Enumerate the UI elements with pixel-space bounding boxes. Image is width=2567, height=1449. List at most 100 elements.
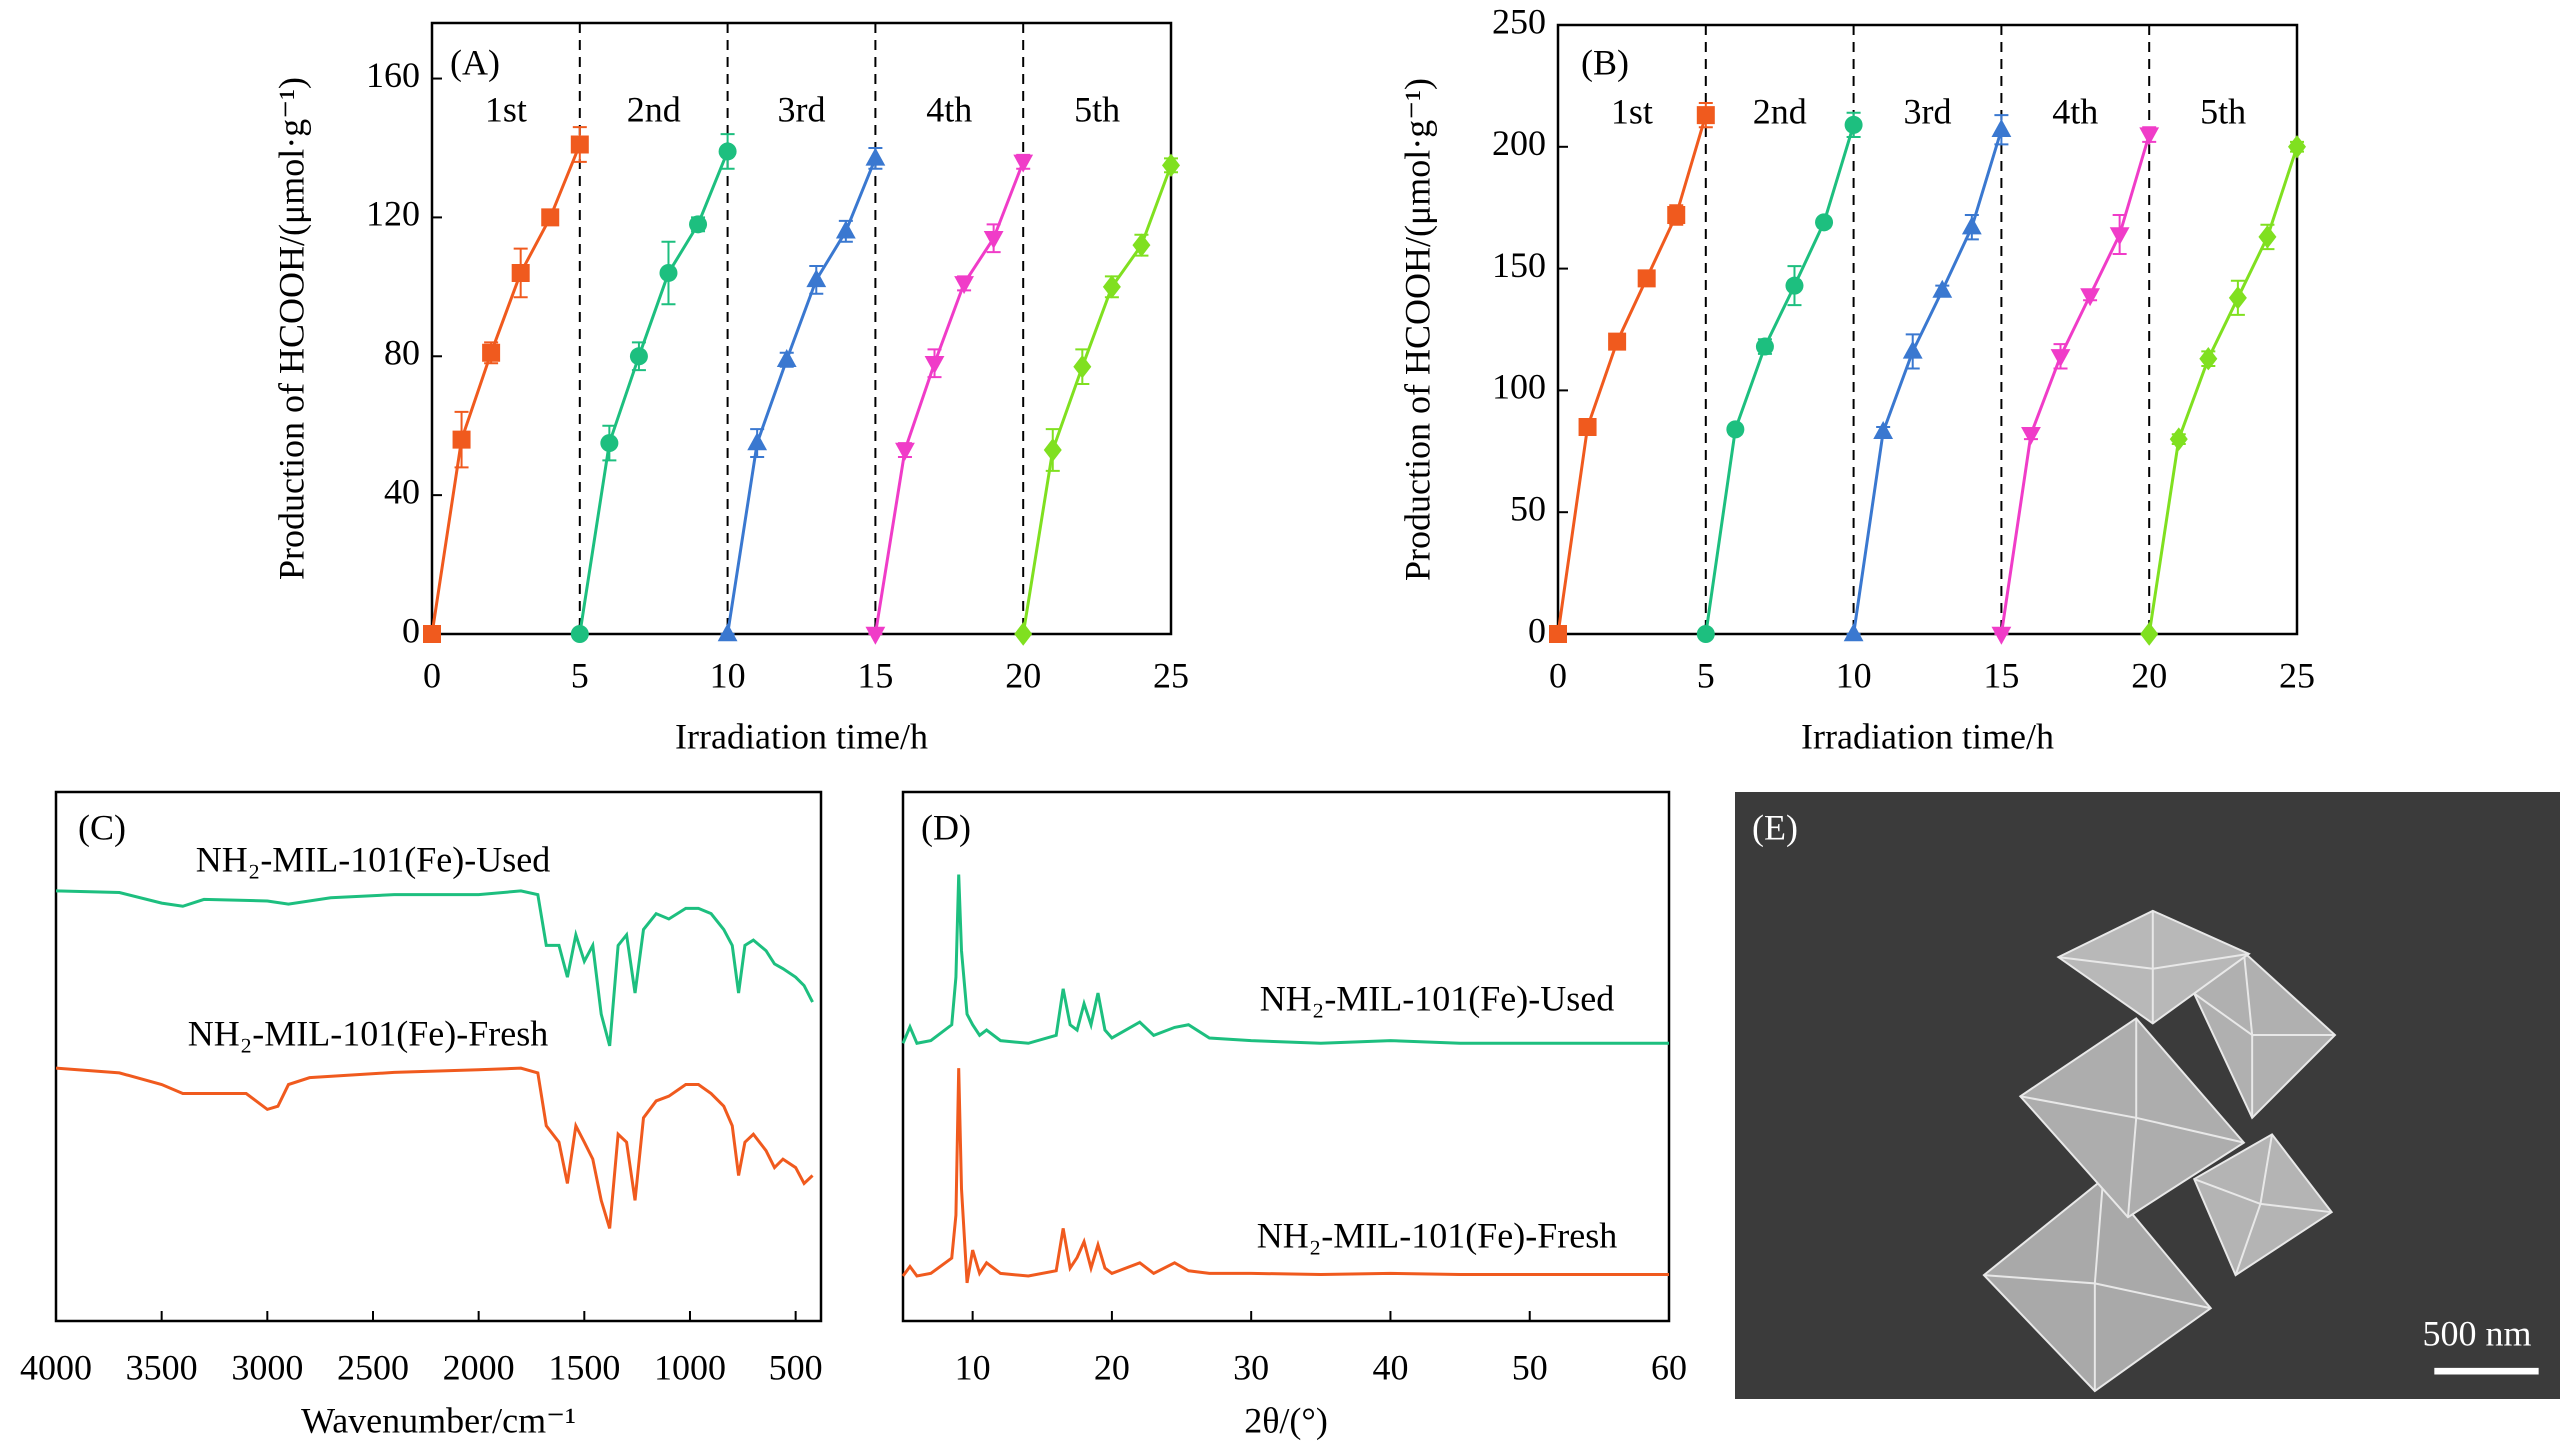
- crystal-edge: [2020, 1018, 2245, 1218]
- series-line: [430, 143, 582, 635]
- x-tick-label: 1500: [548, 1347, 620, 1387]
- x-tick-label: 1000: [654, 1347, 726, 1387]
- marker: [2109, 227, 2130, 246]
- crystal-edge: [2193, 952, 2335, 1118]
- marker: [924, 356, 945, 375]
- series-label: NH₂-MIL-101(Fe)-Fresh: [188, 1013, 548, 1053]
- x-tick-label: 3000: [231, 1347, 303, 1387]
- marker: [1637, 269, 1656, 288]
- x-tick-label: 60: [1651, 1347, 1687, 1387]
- cycle-label: 2nd: [1753, 91, 1807, 131]
- x-tick-label: 20: [1094, 1347, 1130, 1387]
- x-tick-label: 40: [1372, 1347, 1408, 1387]
- cycle-label: 5th: [1074, 89, 1120, 129]
- marker: [806, 269, 827, 288]
- series-label: NH₂-MIL-101(Fe)-Fresh: [1257, 1215, 1617, 1255]
- y-tick-label: 120: [366, 194, 420, 234]
- marker: [1755, 337, 1774, 356]
- scale-bar-label: 500 nm: [2422, 1313, 2531, 1353]
- y-tick-label: 200: [1492, 123, 1546, 163]
- x-axis-label: Irradiation time/h: [675, 716, 928, 756]
- marker: [717, 623, 738, 642]
- marker: [600, 434, 619, 453]
- y-tick-label: 40: [384, 471, 420, 511]
- y-tick-label: 150: [1492, 245, 1546, 285]
- series-line: [901, 874, 1669, 1045]
- marker: [2050, 349, 2071, 368]
- marker: [1549, 625, 1567, 643]
- series-line: [1852, 129, 2003, 635]
- cycle-label: 3rd: [778, 89, 826, 129]
- marker: [1102, 275, 1121, 299]
- x-tick-label: 0: [423, 655, 441, 695]
- marker: [1902, 340, 1923, 359]
- cycle-label: 4th: [2052, 91, 2098, 131]
- x-tick-label: 20: [1005, 655, 1041, 695]
- marker: [1815, 213, 1834, 232]
- marker: [541, 208, 560, 227]
- series-line: [55, 889, 814, 1047]
- series-line: [2147, 146, 2299, 635]
- marker: [2288, 135, 2306, 159]
- marker: [1578, 417, 1597, 436]
- plot-frame: [1556, 23, 2299, 636]
- x-tick-label: 500: [769, 1347, 823, 1387]
- marker: [659, 263, 678, 282]
- marker: [2080, 288, 2100, 307]
- marker: [511, 263, 530, 282]
- marker: [1162, 153, 1180, 178]
- series-line: [55, 1066, 814, 1229]
- y-tick-label: 160: [366, 55, 420, 95]
- x-tick-label: 5: [571, 655, 589, 695]
- y-tick-label: 0: [402, 610, 420, 650]
- series-line: [1704, 124, 1856, 635]
- x-tick-label: 25: [2279, 655, 2315, 695]
- marker: [1991, 118, 2012, 137]
- panel-label: (B): [1581, 42, 1629, 82]
- marker: [895, 442, 915, 461]
- series-label: NH₂-MIL-101(Fe)-Used: [1260, 978, 1614, 1018]
- marker: [1667, 206, 1686, 225]
- marker: [2140, 622, 2159, 646]
- y-axis-label: Production of HCOOH/(μmol·g⁻¹): [1397, 78, 1437, 581]
- x-tick-label: 50: [1512, 1347, 1548, 1387]
- marker: [2021, 427, 2041, 446]
- crystals: [1982, 909, 2539, 1393]
- marker: [835, 220, 856, 239]
- x-tick-label: 10: [955, 1347, 991, 1387]
- marker: [2258, 225, 2277, 249]
- marker: [1608, 332, 1627, 351]
- marker: [1013, 154, 1034, 173]
- marker: [1696, 106, 1715, 125]
- plot-frame: [901, 790, 1671, 1323]
- marker: [776, 348, 797, 367]
- cycle-label: 1st: [485, 89, 527, 129]
- y-tick-label: 100: [1492, 367, 1546, 407]
- marker: [570, 625, 589, 643]
- y-tick-label: 0: [1528, 610, 1546, 650]
- marker: [2199, 347, 2218, 371]
- marker: [1932, 279, 1953, 298]
- series-line: [901, 1068, 1669, 1284]
- x-tick-label: 10: [710, 655, 746, 695]
- series-line: [578, 150, 729, 635]
- plot-frame: [430, 21, 1173, 636]
- x-tick-label: 25: [1153, 655, 1189, 695]
- x-tick-label: 2000: [443, 1347, 515, 1387]
- x-tick-label: 5: [1697, 655, 1715, 695]
- series-line: [1021, 164, 1173, 635]
- marker: [865, 147, 886, 166]
- series-line: [1999, 134, 2151, 635]
- series-label: NH₂-MIL-101(Fe)-Used: [196, 839, 550, 879]
- y-tick-label: 80: [384, 333, 420, 373]
- crystal-edge: [1983, 1178, 2211, 1392]
- marker: [482, 343, 501, 362]
- x-tick-label: 0: [1549, 655, 1567, 695]
- marker: [1843, 623, 1864, 642]
- marker: [1844, 115, 1863, 134]
- panel-label: (E): [1752, 807, 1798, 847]
- marker: [983, 231, 1004, 250]
- marker: [718, 142, 737, 161]
- marker: [747, 432, 768, 451]
